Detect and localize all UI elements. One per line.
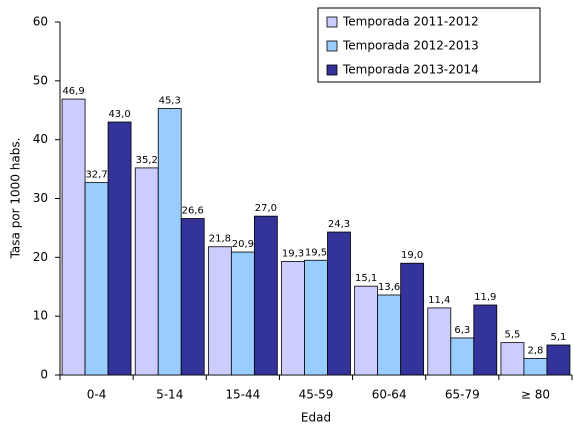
y-tick-label: 50 <box>33 73 48 87</box>
bar <box>450 337 475 376</box>
y-tick-label: 40 <box>33 132 48 146</box>
bar <box>180 218 205 376</box>
bar <box>107 121 132 376</box>
bar <box>281 261 305 376</box>
bar <box>400 262 425 376</box>
value-label: 27,0 <box>255 203 277 214</box>
bar <box>207 246 232 376</box>
x-tick-label: 60-64 <box>372 388 407 402</box>
x-tick-label: 65-79 <box>445 388 480 402</box>
x-tick-label: 5-14 <box>156 388 183 402</box>
x-axis-label: Edad <box>301 411 331 425</box>
value-label: 45,3 <box>159 95 181 106</box>
legend-label: Temporada 2013-2014 <box>342 63 479 77</box>
legend-label: Temporada 2011-2012 <box>342 15 479 29</box>
y-tick-label: 0 <box>40 368 48 382</box>
y-axis-label: Tasa por 1000 habs. <box>9 138 23 260</box>
y-tick-label: 20 <box>33 250 48 264</box>
value-label: 46,9 <box>62 86 84 97</box>
bar <box>230 251 255 376</box>
legend-label: Temporada 2012-2013 <box>342 39 479 53</box>
bar <box>253 215 278 376</box>
bar <box>157 108 182 376</box>
value-label: 2,8 <box>527 346 543 357</box>
bar <box>84 182 109 376</box>
value-label: 11,4 <box>428 295 450 306</box>
value-label: 19,5 <box>305 247 327 258</box>
value-label: 21,8 <box>209 234 231 245</box>
bar <box>546 344 571 376</box>
value-label: 24,3 <box>328 219 350 230</box>
x-tick-label: 0-4 <box>87 388 107 402</box>
legend-swatch <box>326 64 338 76</box>
value-label: 35,2 <box>136 155 158 166</box>
legend-swatch <box>326 16 338 28</box>
bar <box>61 98 86 376</box>
value-label: 26,6 <box>182 206 204 217</box>
y-tick-label: 10 <box>33 309 48 323</box>
value-label: 5,1 <box>550 332 566 343</box>
bar <box>473 304 498 376</box>
legend <box>317 7 541 83</box>
value-label: 15,1 <box>355 273 377 284</box>
bar <box>327 231 351 376</box>
bar <box>427 307 452 376</box>
value-label: 32,7 <box>85 170 107 181</box>
bar <box>354 285 379 376</box>
y-tick-label: 30 <box>33 191 48 205</box>
value-label: 11,9 <box>474 292 496 303</box>
value-label: 19,3 <box>282 248 304 259</box>
value-label: 13,6 <box>378 282 400 293</box>
x-tick-label: ≥ 80 <box>521 388 550 402</box>
y-tick-label: 60 <box>33 15 48 29</box>
value-label: 43,0 <box>108 109 130 120</box>
bar <box>134 167 159 376</box>
value-label: 20,9 <box>232 239 254 250</box>
value-label: 19,0 <box>401 250 423 261</box>
bar <box>500 342 525 376</box>
value-label: 6,3 <box>454 325 470 336</box>
value-label: 5,5 <box>504 330 520 341</box>
x-tick-label: 45-59 <box>299 388 334 402</box>
bar <box>377 294 402 376</box>
bar <box>304 259 328 376</box>
x-tick-label: 15-44 <box>225 388 260 402</box>
legend-swatch <box>326 40 338 52</box>
bar <box>523 358 548 376</box>
